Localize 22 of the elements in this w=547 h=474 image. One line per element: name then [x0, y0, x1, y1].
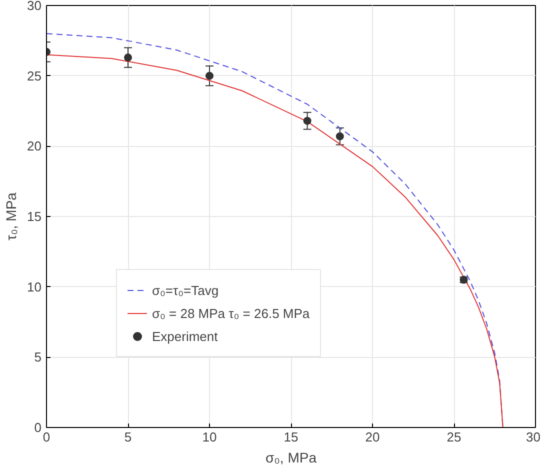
y-tick-label: 15 [27, 209, 42, 224]
x-tick-label: 20 [365, 430, 380, 444]
y-axis-title: τ₀, MPa [3, 192, 20, 240]
y-tick-label: 0 [34, 420, 42, 435]
x-tick-label: 5 [124, 430, 132, 444]
legend-label: σ₀=τ₀=Tavg [152, 282, 219, 298]
x-tick-label: 10 [202, 430, 217, 444]
y-tick-label: 10 [27, 279, 42, 294]
legend-label: Experiment [152, 328, 218, 344]
point [336, 132, 344, 140]
y-tick-label: 25 [27, 68, 42, 84]
point [206, 72, 214, 80]
x-axis-title: σ₀, MPa [265, 450, 317, 466]
point [303, 116, 312, 125]
x-tick-label: 15 [284, 430, 298, 444]
y-tick-label: 30 [27, 0, 42, 13]
y-tick-label: 20 [27, 138, 42, 154]
x-tick-label: 25 [446, 430, 462, 444]
y-tick-label: 5 [34, 350, 42, 365]
x-tick-label: 30 [526, 430, 541, 444]
legend-label: σ₀ = 28 MPa τ₀ = 26.5 MPa [152, 306, 310, 320]
point [124, 54, 132, 62]
